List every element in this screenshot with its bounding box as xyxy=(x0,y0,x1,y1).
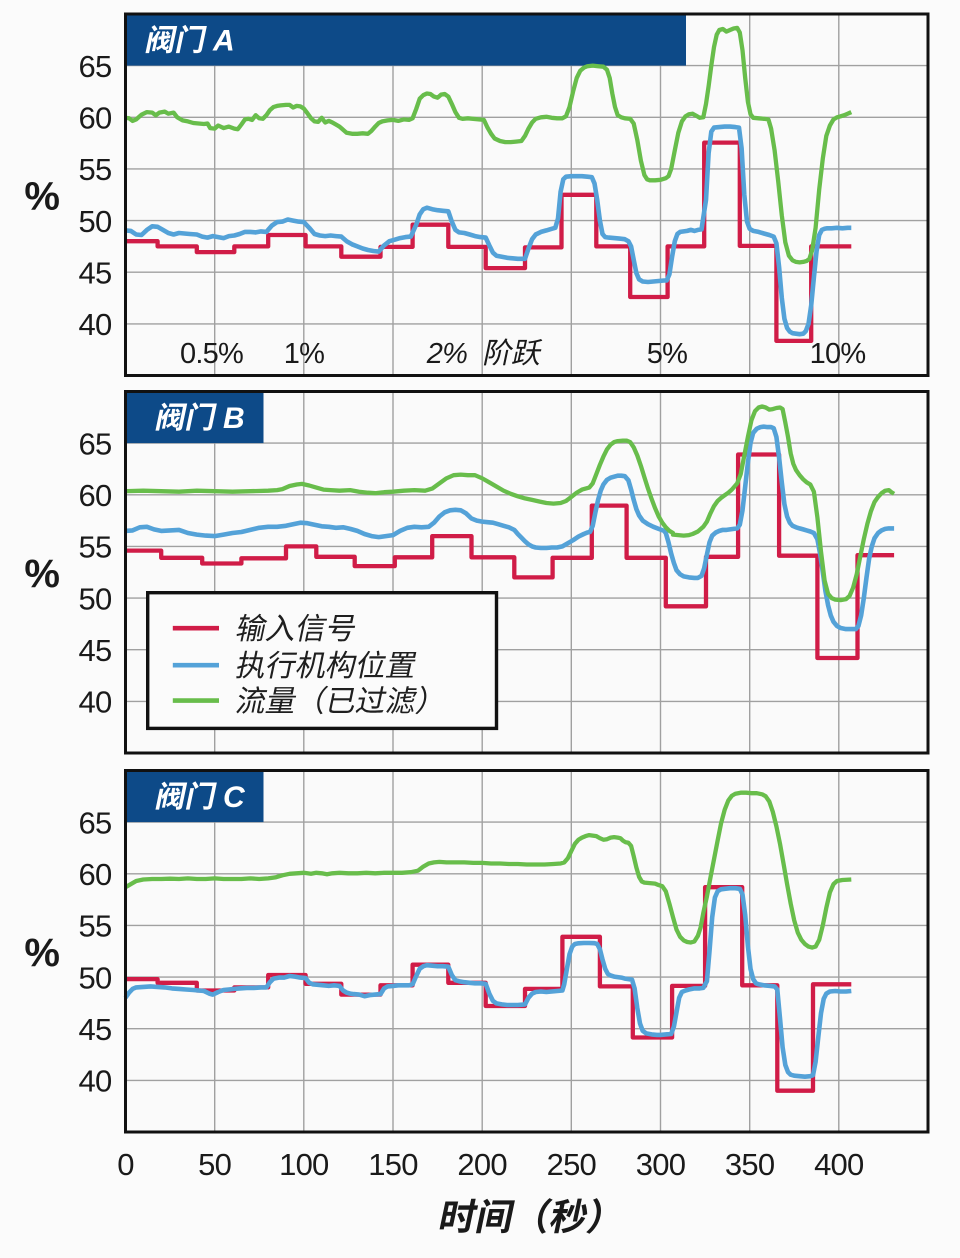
svg-text:2%: 2% xyxy=(426,338,467,370)
svg-text:50: 50 xyxy=(79,204,112,239)
svg-text:350: 350 xyxy=(725,1147,775,1182)
svg-text:5%: 5% xyxy=(647,338,687,370)
svg-text:40: 40 xyxy=(79,1064,112,1099)
svg-text:40: 40 xyxy=(79,685,112,720)
svg-text:%: % xyxy=(24,552,60,596)
svg-text:%: % xyxy=(24,174,60,218)
svg-text:55: 55 xyxy=(79,909,112,944)
svg-text:A: A xyxy=(212,25,235,58)
svg-text:%: % xyxy=(24,931,60,975)
svg-text:250: 250 xyxy=(547,1147,597,1182)
svg-text:40: 40 xyxy=(79,307,112,342)
svg-text:50: 50 xyxy=(79,960,112,995)
svg-text:200: 200 xyxy=(457,1147,507,1182)
svg-text:10%: 10% xyxy=(810,338,866,370)
svg-text:45: 45 xyxy=(79,633,112,668)
svg-text:55: 55 xyxy=(79,530,112,565)
svg-text:60: 60 xyxy=(79,101,112,136)
svg-text:300: 300 xyxy=(636,1147,686,1182)
svg-text:100: 100 xyxy=(279,1147,329,1182)
svg-text:50: 50 xyxy=(79,581,112,616)
svg-text:150: 150 xyxy=(368,1147,418,1182)
svg-text:65: 65 xyxy=(79,49,112,84)
svg-text:1%: 1% xyxy=(284,338,324,370)
svg-text:0.5%: 0.5% xyxy=(180,338,243,370)
svg-text:60: 60 xyxy=(79,478,112,513)
svg-text:C: C xyxy=(223,781,246,814)
svg-text:45: 45 xyxy=(79,1012,112,1047)
svg-text:0: 0 xyxy=(117,1147,134,1182)
svg-text:60: 60 xyxy=(79,857,112,892)
svg-text:B: B xyxy=(223,402,245,435)
svg-text:400: 400 xyxy=(814,1147,864,1182)
svg-text:55: 55 xyxy=(79,152,112,187)
svg-text:65: 65 xyxy=(79,805,112,840)
svg-text:45: 45 xyxy=(79,256,112,291)
svg-text:65: 65 xyxy=(79,426,112,461)
svg-text:50: 50 xyxy=(198,1147,231,1182)
